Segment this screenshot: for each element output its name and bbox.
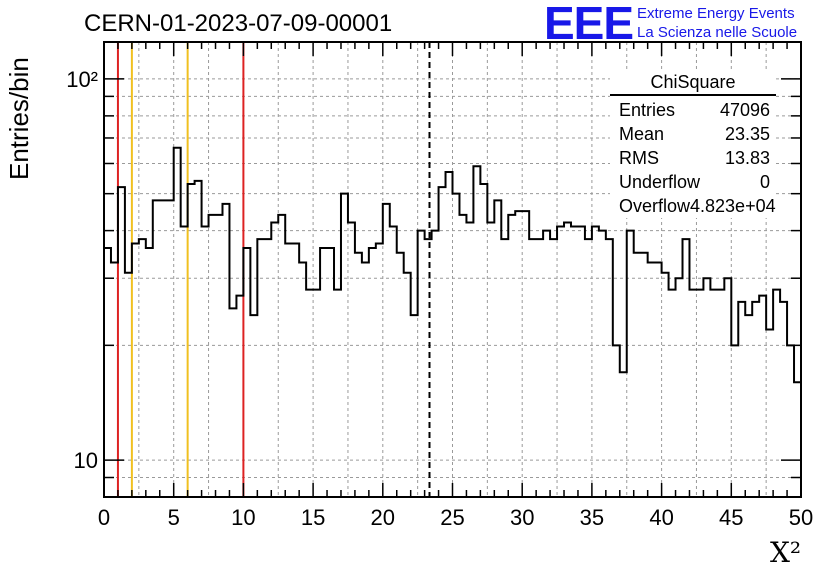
stats-row-entries: Entries 47096: [610, 98, 776, 122]
stats-label: RMS: [619, 148, 659, 168]
x-tick-label: 40: [649, 505, 673, 530]
histogram-series: [104, 146, 801, 384]
logo-caption: Extreme Energy Events La Scienza nelle S…: [637, 4, 797, 42]
x-axis-label: X²: [770, 536, 802, 569]
stats-value: 47096: [719, 100, 770, 120]
eee-logo: EEE: [544, 0, 634, 49]
x-tick-label: 50: [789, 505, 813, 530]
stats-label: Entries: [619, 100, 676, 120]
y-tick-label: 10: [74, 448, 98, 473]
x-tick-label: 5: [168, 505, 180, 530]
x-tick-label: 45: [719, 505, 743, 530]
stats-label: Overflow: [619, 196, 691, 216]
stats-title: ChiSquare: [610, 70, 776, 96]
stats-value: 13.83: [724, 148, 770, 168]
x-tick-label: 0: [98, 505, 110, 530]
stats-box: ChiSquare Entries 47096 Mean 23.35 RMS 1…: [610, 70, 776, 218]
x-tick-label: 35: [580, 505, 604, 530]
x-tick-label: 30: [510, 505, 534, 530]
stats-value: 23.35: [724, 124, 770, 144]
x-tick-label: 15: [301, 505, 325, 530]
logo-line-1: Extreme Energy Events: [637, 5, 795, 22]
y-axis-label: Entries/bin: [4, 57, 34, 180]
stats-label: Underflow: [619, 172, 701, 192]
y-tick-label: 10²: [66, 67, 98, 92]
stats-row-rms: RMS 13.83: [610, 146, 776, 170]
x-tick-label: 10: [231, 505, 255, 530]
x-tick-label: 25: [440, 505, 464, 530]
stats-value: 4.823e+04: [690, 196, 776, 216]
stats-row-overflow: Overflow 4.823e+04: [610, 194, 776, 218]
logo-line-2: La Scienza nelle Scuole: [637, 24, 798, 41]
stats-label: Mean: [619, 124, 665, 144]
x-tick-label: 20: [371, 505, 395, 530]
stats-value: 0: [759, 172, 770, 192]
plot-title: CERN-01-2023-07-09-00001: [84, 10, 393, 37]
stats-row-underflow: Underflow 0: [610, 170, 776, 194]
reference-lines: [116, 42, 431, 497]
stats-row-mean: Mean 23.35: [610, 122, 776, 146]
axis-ticks: 0 5 10 15 20 25 30 35 40 45 50 10 10²: [66, 42, 813, 530]
